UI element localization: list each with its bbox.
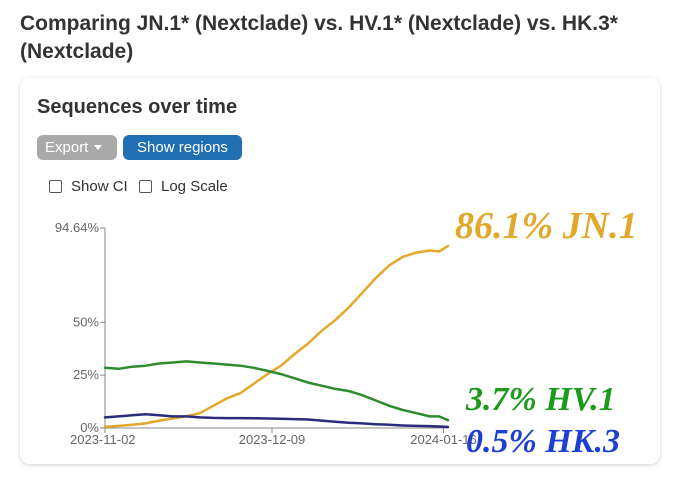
chart-ticks: 0% 25% 50% 94.64% 2023-11-02 2023-12-09 2024-0… xyxy=(55,220,477,447)
show-regions-button[interactable]: Show regions xyxy=(123,135,242,160)
chart-card: Sequences over time Export Show regions … xyxy=(20,78,660,464)
log-scale-label: Log Scale xyxy=(161,178,228,195)
show-ci-label: Show CI xyxy=(71,178,128,195)
y-tick-label: 0% xyxy=(80,420,99,435)
x-tick-label: 2023-12-09 xyxy=(239,432,306,447)
series-line-jn1 xyxy=(103,244,450,429)
x-tick-label: 2023-11-02 xyxy=(70,432,136,447)
log-scale-toggle[interactable]: Log Scale xyxy=(139,178,228,195)
caret-down-icon xyxy=(94,145,103,150)
chart-axes xyxy=(104,228,448,429)
log-scale-checkbox[interactable] xyxy=(139,180,152,193)
chart-annotations: 86.1% JN.1 3.7% HV.1 0.5% HK.3 xyxy=(455,205,638,460)
y-tick-label: 25% xyxy=(73,367,99,382)
annotation-jn1: 86.1% JN.1 xyxy=(455,205,638,247)
show-ci-checkbox[interactable] xyxy=(49,180,62,193)
export-button[interactable]: Export xyxy=(37,135,117,160)
show-ci-toggle[interactable]: Show CI xyxy=(49,178,128,195)
x-tick-label: 2024-01-16 xyxy=(410,432,477,447)
annotation-hk3: 0.5% HK.3 xyxy=(466,423,620,460)
page-title: Comparing JN.1* (Nextclade) vs. HV.1* (N… xyxy=(20,12,618,63)
y-tick-label: 50% xyxy=(73,314,99,329)
series-line-hv1 xyxy=(103,360,450,422)
y-tick-label: 94.64% xyxy=(55,220,100,235)
series-line-hk3 xyxy=(103,413,450,429)
card-title: Sequences over time xyxy=(37,96,238,118)
annotation-hv1: 3.7% HV.1 xyxy=(465,381,616,418)
chart-lines xyxy=(103,244,450,429)
export-label: Export xyxy=(45,139,89,156)
